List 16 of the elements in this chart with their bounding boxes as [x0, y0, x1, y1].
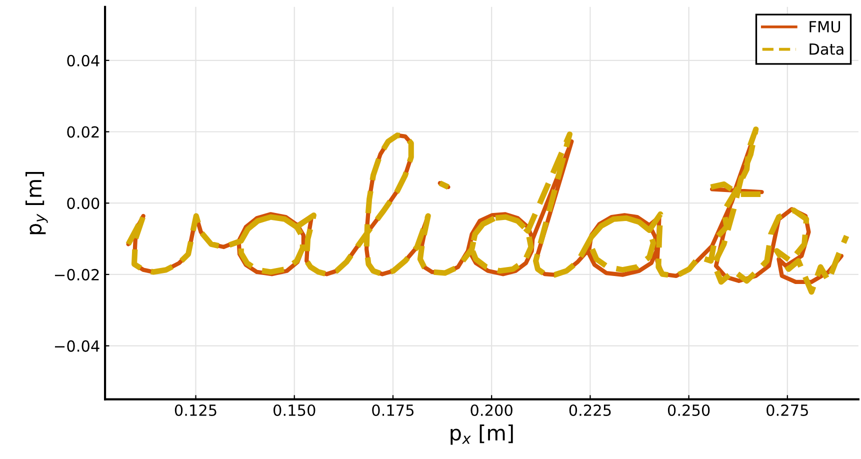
y-axis-title: p$_{y}$ [m] [26, 172, 48, 234]
x-tick-label: 0.125 [174, 404, 216, 416]
x-axis-title: p$_{x}$ [m] [450, 424, 513, 445]
x-tick-label: 0.250 [668, 404, 710, 416]
x-tick-label: 0.275 [766, 404, 808, 416]
x-tick-label: 0.175 [372, 404, 414, 416]
y-tick-label: 0.00 [67, 198, 100, 210]
y-tick-label: 0.02 [67, 126, 99, 138]
y-tick-label: −0.02 [54, 268, 99, 280]
y-tick-label: 0.04 [67, 54, 100, 66]
legend-label: Data [810, 44, 844, 55]
x-tick-label: 0.225 [569, 404, 611, 416]
legend-label: FMU [810, 21, 840, 32]
x-tick-label: 0.200 [470, 404, 512, 416]
y-tick-label: −0.04 [54, 340, 100, 352]
x-tick-label: 0.150 [274, 404, 316, 416]
